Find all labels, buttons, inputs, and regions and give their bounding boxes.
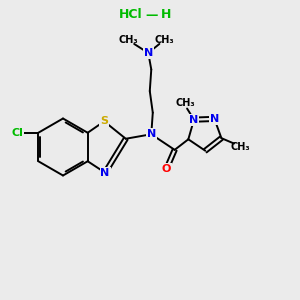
Text: N: N [144,48,153,58]
Text: CH₃: CH₃ [155,35,175,45]
Text: CH₃: CH₃ [176,98,195,108]
Text: HCl: HCl [119,8,142,22]
Text: S: S [100,116,108,126]
Text: H: H [161,8,172,22]
Text: N: N [147,129,156,139]
Text: Cl: Cl [11,128,23,138]
Text: N: N [100,168,110,178]
Text: O: O [162,164,171,174]
Text: CH₃: CH₃ [230,142,250,152]
Text: N: N [210,114,219,124]
Text: N: N [189,115,199,124]
Text: CH₃: CH₃ [119,35,139,45]
Text: —: — [145,8,158,22]
